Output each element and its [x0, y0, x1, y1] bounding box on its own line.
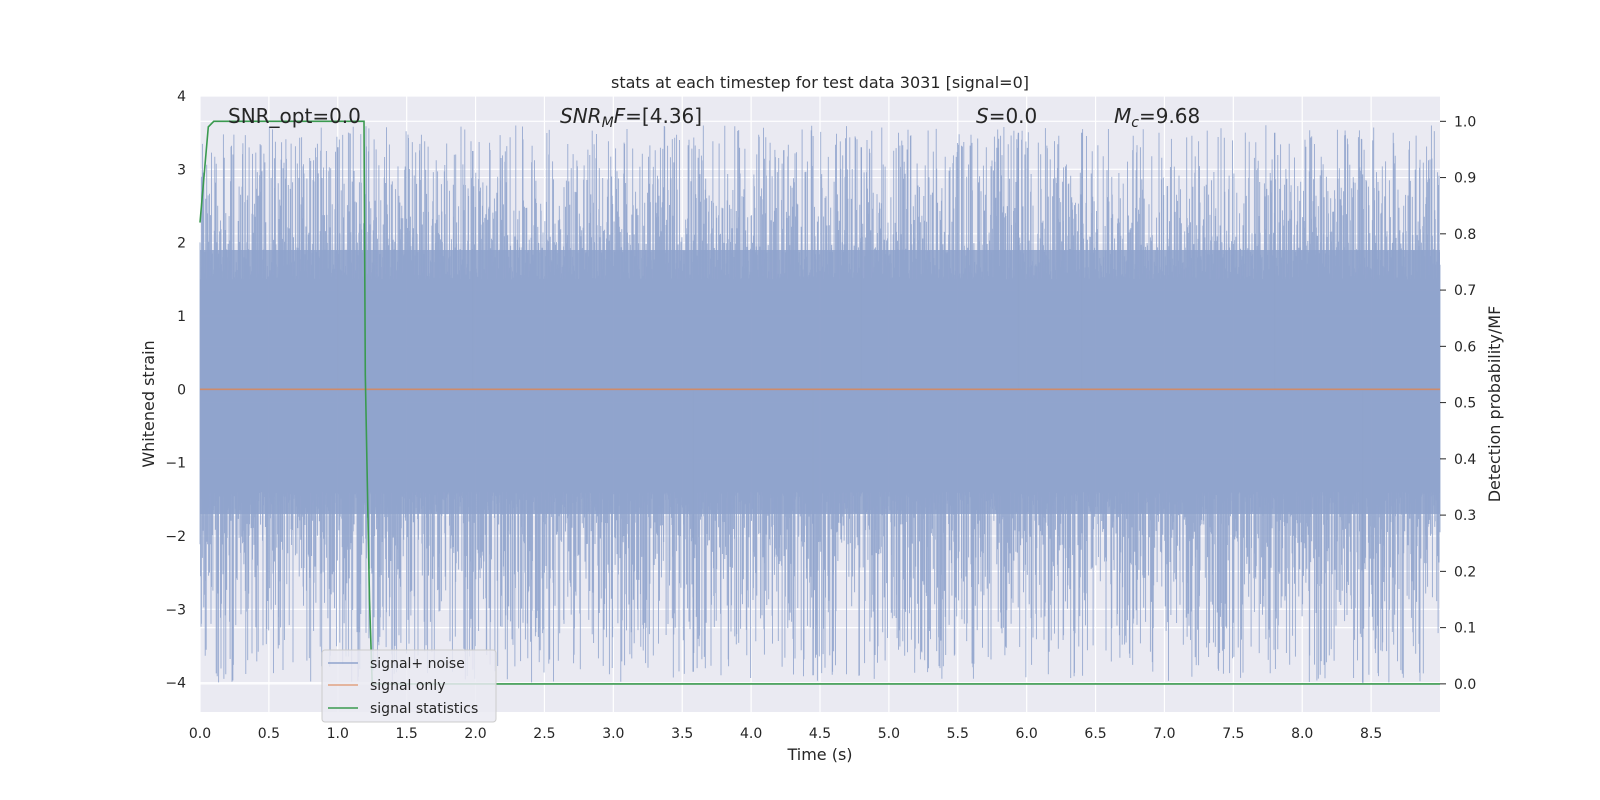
y-tick-label-left: −2 — [165, 529, 186, 545]
annotation-s-value: =0.0 — [989, 104, 1038, 128]
legend-label-signal-noise: signal+ noise — [370, 656, 465, 672]
y-tick-label-left: −4 — [165, 676, 186, 692]
annotation-mc: Mc=9.68 — [1114, 104, 1200, 131]
x-tick-label: 6.5 — [1084, 726, 1106, 742]
annotation-snr-mf-value: =[4.36] — [625, 104, 702, 128]
legend: signal+ noise signal only signal statist… — [321, 649, 497, 723]
x-tick-label: 3.0 — [602, 726, 624, 742]
annotation-snr-mf-sub: M — [602, 115, 614, 131]
series-signal-noise — [199, 125, 1441, 683]
y-tick-label-right: 0.6 — [1454, 339, 1476, 355]
y-tick-label-right: 0.7 — [1454, 283, 1476, 299]
y-tick-label-left: 0 — [177, 382, 186, 398]
y-tick-label-left: 4 — [177, 89, 186, 105]
y-tick-label-right: 0.8 — [1454, 227, 1476, 243]
x-tick-label: 4.5 — [809, 726, 831, 742]
ticks: 0.0 0.5 1.0 1.5 2.0 2.5 3.0 3.5 4.0 4.5 5.0 5.5 6.0 6… — [165, 89, 1476, 742]
y-tick-label-left: 3 — [177, 162, 186, 178]
annotation-snr-mf-tail: F — [614, 104, 626, 128]
x-tick-label: 3.5 — [671, 726, 693, 742]
y-tick-label-right: 0.5 — [1454, 396, 1476, 412]
y-axis-label-left: Whitened strain — [139, 340, 158, 467]
y-tick-label-right: 1.0 — [1454, 114, 1476, 130]
x-tick-label: 7.5 — [1222, 726, 1244, 742]
noise-peaks — [337, 132, 1364, 683]
x-tick-label: 1.0 — [327, 726, 349, 742]
y-tick-label-left: 2 — [177, 236, 186, 252]
x-tick-label: 8.5 — [1360, 726, 1382, 742]
y-tick-label-right: 0.0 — [1454, 677, 1476, 693]
y-tick-label-right: 0.1 — [1454, 621, 1476, 637]
x-tick-label: 5.0 — [878, 726, 900, 742]
y-tick-label-left: 1 — [177, 309, 186, 325]
x-tick-label: 6.0 — [1016, 726, 1038, 742]
annotation-snr-opt: SNR_opt=0.0 — [228, 104, 361, 128]
annotation-mc-label: M — [1114, 104, 1131, 128]
x-tick-label: 5.5 — [947, 726, 969, 742]
annotation-s-label: S — [976, 104, 989, 128]
x-tick-label: 2.5 — [533, 726, 555, 742]
y-tick-label-left: −3 — [165, 602, 186, 618]
y-tick-label-right: 0.9 — [1454, 171, 1476, 187]
chart-title: stats at each timestep for test data 303… — [611, 73, 1029, 92]
y-tick-label-right: 0.3 — [1454, 508, 1476, 524]
legend-box — [321, 649, 497, 723]
annotation-mc-sub: c — [1131, 115, 1139, 131]
x-axis-label: Time (s) — [786, 745, 852, 764]
annotation-snr-mf-main: SNR — [560, 104, 602, 128]
annotation-s: S=0.0 — [976, 104, 1037, 128]
x-tick-label: 1.5 — [396, 726, 418, 742]
annotation-snr-mf: SNRMF=[4.36] — [560, 104, 702, 131]
x-tick-label: 8.0 — [1291, 726, 1313, 742]
x-tick-label: 2.0 — [464, 726, 486, 742]
y-axis-label-right: Detection probability/MF — [1485, 306, 1504, 503]
x-tick-label: 0.0 — [189, 726, 211, 742]
annotation-mc-value: =9.68 — [1139, 104, 1200, 128]
x-tick-label: 7.0 — [1153, 726, 1175, 742]
legend-label-signal-only: signal only — [370, 678, 445, 694]
y-tick-label-right: 0.4 — [1454, 452, 1476, 468]
x-tick-label: 4.0 — [740, 726, 762, 742]
x-tick-label: 0.5 — [258, 726, 280, 742]
legend-label-signal-statistics: signal statistics — [370, 701, 478, 717]
y-tick-label-left: −1 — [165, 456, 186, 472]
y-tick-label-right: 0.2 — [1454, 564, 1476, 580]
